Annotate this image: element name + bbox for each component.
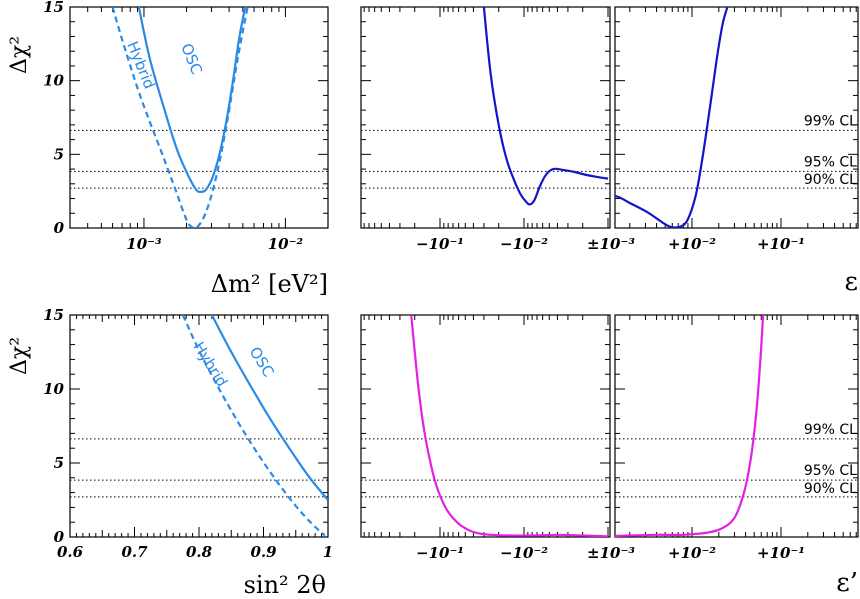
panel-sin2-xtick-label: 0.7 bbox=[121, 543, 148, 561]
xlabel-dm2: Δm² [eV²] bbox=[211, 270, 328, 298]
label-hybrid-bottom: Hybrid bbox=[190, 339, 232, 391]
panel-eps-xtick-label: −10⁻¹ bbox=[416, 235, 464, 253]
panel-dm2-ytick-label: 5 bbox=[54, 145, 64, 163]
label-osc-top: OSC bbox=[177, 41, 206, 77]
panel-eps-xtick-label: ±10⁻³ bbox=[587, 235, 635, 253]
panel-eps-left-frame bbox=[360, 6, 611, 229]
panel-epsp-series-negative bbox=[410, 315, 609, 537]
panel-eps-xtick-label: +10⁻¹ bbox=[757, 235, 805, 253]
panel-sin2-series-hybrid bbox=[181, 315, 326, 537]
panel-sin2-xtick-label: 1 bbox=[323, 543, 333, 561]
panel-epsp-xtick-label: +10⁻¹ bbox=[757, 544, 805, 562]
panel-sin2-xtick-label: 0.6 bbox=[57, 543, 84, 561]
label-osc-bottom: OSC bbox=[246, 344, 278, 381]
xlabel-eps: ε bbox=[845, 267, 858, 297]
panel-eps-xtick-label: −10⁻² bbox=[500, 235, 548, 253]
panel-epsp-cl-label: 95% CL bbox=[804, 463, 857, 479]
panel-eps-series-positive bbox=[615, 7, 729, 228]
ylabel-top: Δχ² bbox=[7, 36, 32, 74]
panel-eps-cl-label: 90% CL bbox=[804, 172, 857, 188]
panel-dm2-frame bbox=[69, 6, 329, 229]
label-hybrid-top: Hybrid bbox=[123, 39, 158, 92]
panel-sin2-ytick-label: 0 bbox=[54, 528, 65, 546]
panel-epsp-left-frame bbox=[360, 314, 611, 538]
panel-epsp-cl-label: 99% CL bbox=[804, 422, 857, 438]
panel-epsp-xtick-label: −10⁻¹ bbox=[416, 544, 464, 562]
panel-epsp-cl-label: 90% CL bbox=[804, 481, 857, 497]
panel-dm2-ytick-label: 10 bbox=[43, 72, 64, 90]
panel-dm2-ytick-label: 15 bbox=[43, 0, 64, 16]
panel-dm2-series-osc bbox=[137, 7, 247, 194]
panel-dm2-xtick-label: 10⁻² bbox=[268, 235, 304, 253]
panel-sin2-ytick-label: 10 bbox=[43, 380, 64, 398]
panel-sin2-series-osc bbox=[210, 315, 328, 501]
panel-eps-right-frame bbox=[614, 6, 859, 229]
panel-epsp-series-positive bbox=[615, 315, 765, 537]
panel-eps-xtick-label: +10⁻² bbox=[668, 235, 716, 253]
panel-dm2-series-hybrid bbox=[111, 7, 249, 228]
panel-eps-series-negative bbox=[482, 7, 609, 206]
panel-dm2-ytick-label: 0 bbox=[54, 219, 65, 237]
panel-sin2-xtick-label: 0.9 bbox=[250, 543, 277, 561]
panel-sin2-ytick-label: 5 bbox=[54, 454, 64, 472]
xlabel-sin2: sin² 2θ bbox=[244, 571, 326, 599]
panel-eps-cl-label: 95% CL bbox=[804, 154, 857, 170]
ylabel-bottom: Δχ² bbox=[7, 337, 32, 375]
xlabel-eps-prime: ε’ bbox=[836, 568, 858, 598]
panel-epsp-xtick-label: +10⁻² bbox=[668, 544, 716, 562]
panel-sin2-xtick-label: 0.8 bbox=[186, 543, 213, 561]
panel-dm2-xtick-label: 10⁻³ bbox=[126, 235, 162, 253]
panel-eps-cl-label: 99% CL bbox=[804, 113, 857, 129]
panel-sin2-ytick-label: 15 bbox=[43, 306, 64, 324]
panel-epsp-right-frame bbox=[614, 314, 859, 538]
panel-epsp-xtick-label: ±10⁻³ bbox=[587, 544, 635, 562]
panel-epsp-xtick-label: −10⁻² bbox=[500, 544, 548, 562]
